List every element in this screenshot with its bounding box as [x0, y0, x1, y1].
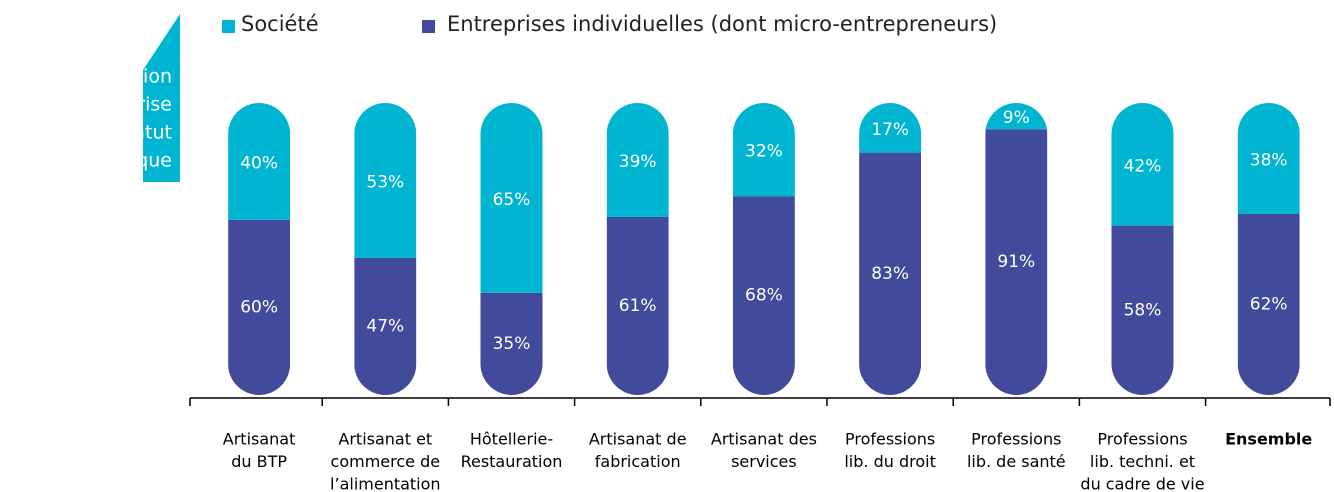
bar-segment	[1237, 103, 1300, 214]
bar-segment	[1111, 225, 1174, 395]
x-tick-label: Professions	[1097, 430, 1187, 449]
value-label: 68%	[745, 286, 783, 306]
bar-segment	[859, 152, 922, 395]
value-label: 42%	[1124, 156, 1162, 176]
bar-segment	[606, 216, 669, 395]
value-label: 35%	[493, 334, 531, 354]
bar-segment	[606, 103, 669, 217]
bar-segment	[228, 219, 291, 395]
x-tick-label: Artisanat des	[711, 430, 817, 449]
legend-label: Entreprises individuelles (dont micro-en…	[447, 12, 997, 36]
legend-swatch	[422, 20, 435, 33]
x-tick-label: l’alimentation	[330, 475, 441, 492]
x-tick-label: lib. de santé	[967, 452, 1066, 471]
x-tick-label: Ensemble	[1225, 430, 1312, 449]
x-tick-label: du cadre de vie	[1080, 475, 1204, 492]
x-tick-label: Restauration	[461, 452, 563, 471]
x-tick-label: commerce de	[331, 452, 441, 471]
x-tick-label: du BTP	[231, 452, 287, 471]
x-tick-label: services	[731, 452, 797, 471]
bar-group	[1237, 103, 1300, 395]
bar-segment	[354, 257, 417, 395]
bar-segment	[480, 292, 543, 395]
bar-segment	[1111, 103, 1174, 226]
chart-title: des entreprise	[35, 94, 172, 116]
bar-segment	[480, 103, 543, 293]
bar-group	[985, 103, 1048, 395]
x-tick-label: lib. du droit	[844, 452, 936, 471]
x-tick-label: Artisanat de	[589, 430, 687, 449]
bar-segment	[985, 129, 1048, 395]
value-label: 17%	[871, 120, 909, 140]
x-tick-label: Artisanat et	[338, 430, 432, 449]
x-tick-label: lib. techni. et	[1090, 452, 1195, 471]
value-label: 39%	[619, 152, 657, 172]
legend-swatch	[222, 20, 235, 33]
bar-group	[859, 103, 922, 395]
value-label: 83%	[871, 264, 909, 284]
value-label: 65%	[493, 190, 531, 210]
x-tick-label: fabrication	[595, 452, 681, 471]
bar-group	[732, 103, 795, 395]
bar-segment	[732, 196, 795, 395]
bar-group	[228, 103, 291, 395]
value-label: 61%	[619, 296, 657, 316]
value-label: 62%	[1250, 294, 1288, 314]
value-label: 53%	[366, 172, 404, 192]
chart-title: par statut	[79, 122, 173, 144]
title-box	[143, 14, 180, 182]
value-label: 47%	[366, 316, 404, 336]
x-tick-label: Artisanat	[223, 430, 296, 449]
bar-segment	[228, 103, 291, 220]
bar-segment	[354, 103, 417, 258]
bar-segment	[859, 103, 922, 153]
x-tick-label: Professions	[971, 430, 1061, 449]
value-label: 9%	[1003, 108, 1030, 128]
bar-segment	[732, 103, 795, 197]
value-label: 60%	[240, 297, 278, 317]
value-label: 91%	[997, 252, 1035, 272]
bar-group	[606, 103, 669, 395]
x-tick-label: Hôtellerie-	[470, 430, 553, 449]
value-label: 32%	[745, 142, 783, 162]
bar-group	[480, 103, 543, 395]
chart-title: Répartition	[67, 66, 172, 88]
bar-segment	[1237, 213, 1300, 395]
bar-group	[1111, 103, 1174, 395]
chart-title: juridique	[87, 150, 172, 172]
x-tick-label: Professions	[845, 430, 935, 449]
bar-group	[354, 103, 417, 395]
legend-label: Société	[241, 12, 319, 36]
value-label: 38%	[1250, 150, 1288, 170]
value-label: 40%	[240, 153, 278, 173]
value-label: 58%	[1124, 300, 1162, 320]
